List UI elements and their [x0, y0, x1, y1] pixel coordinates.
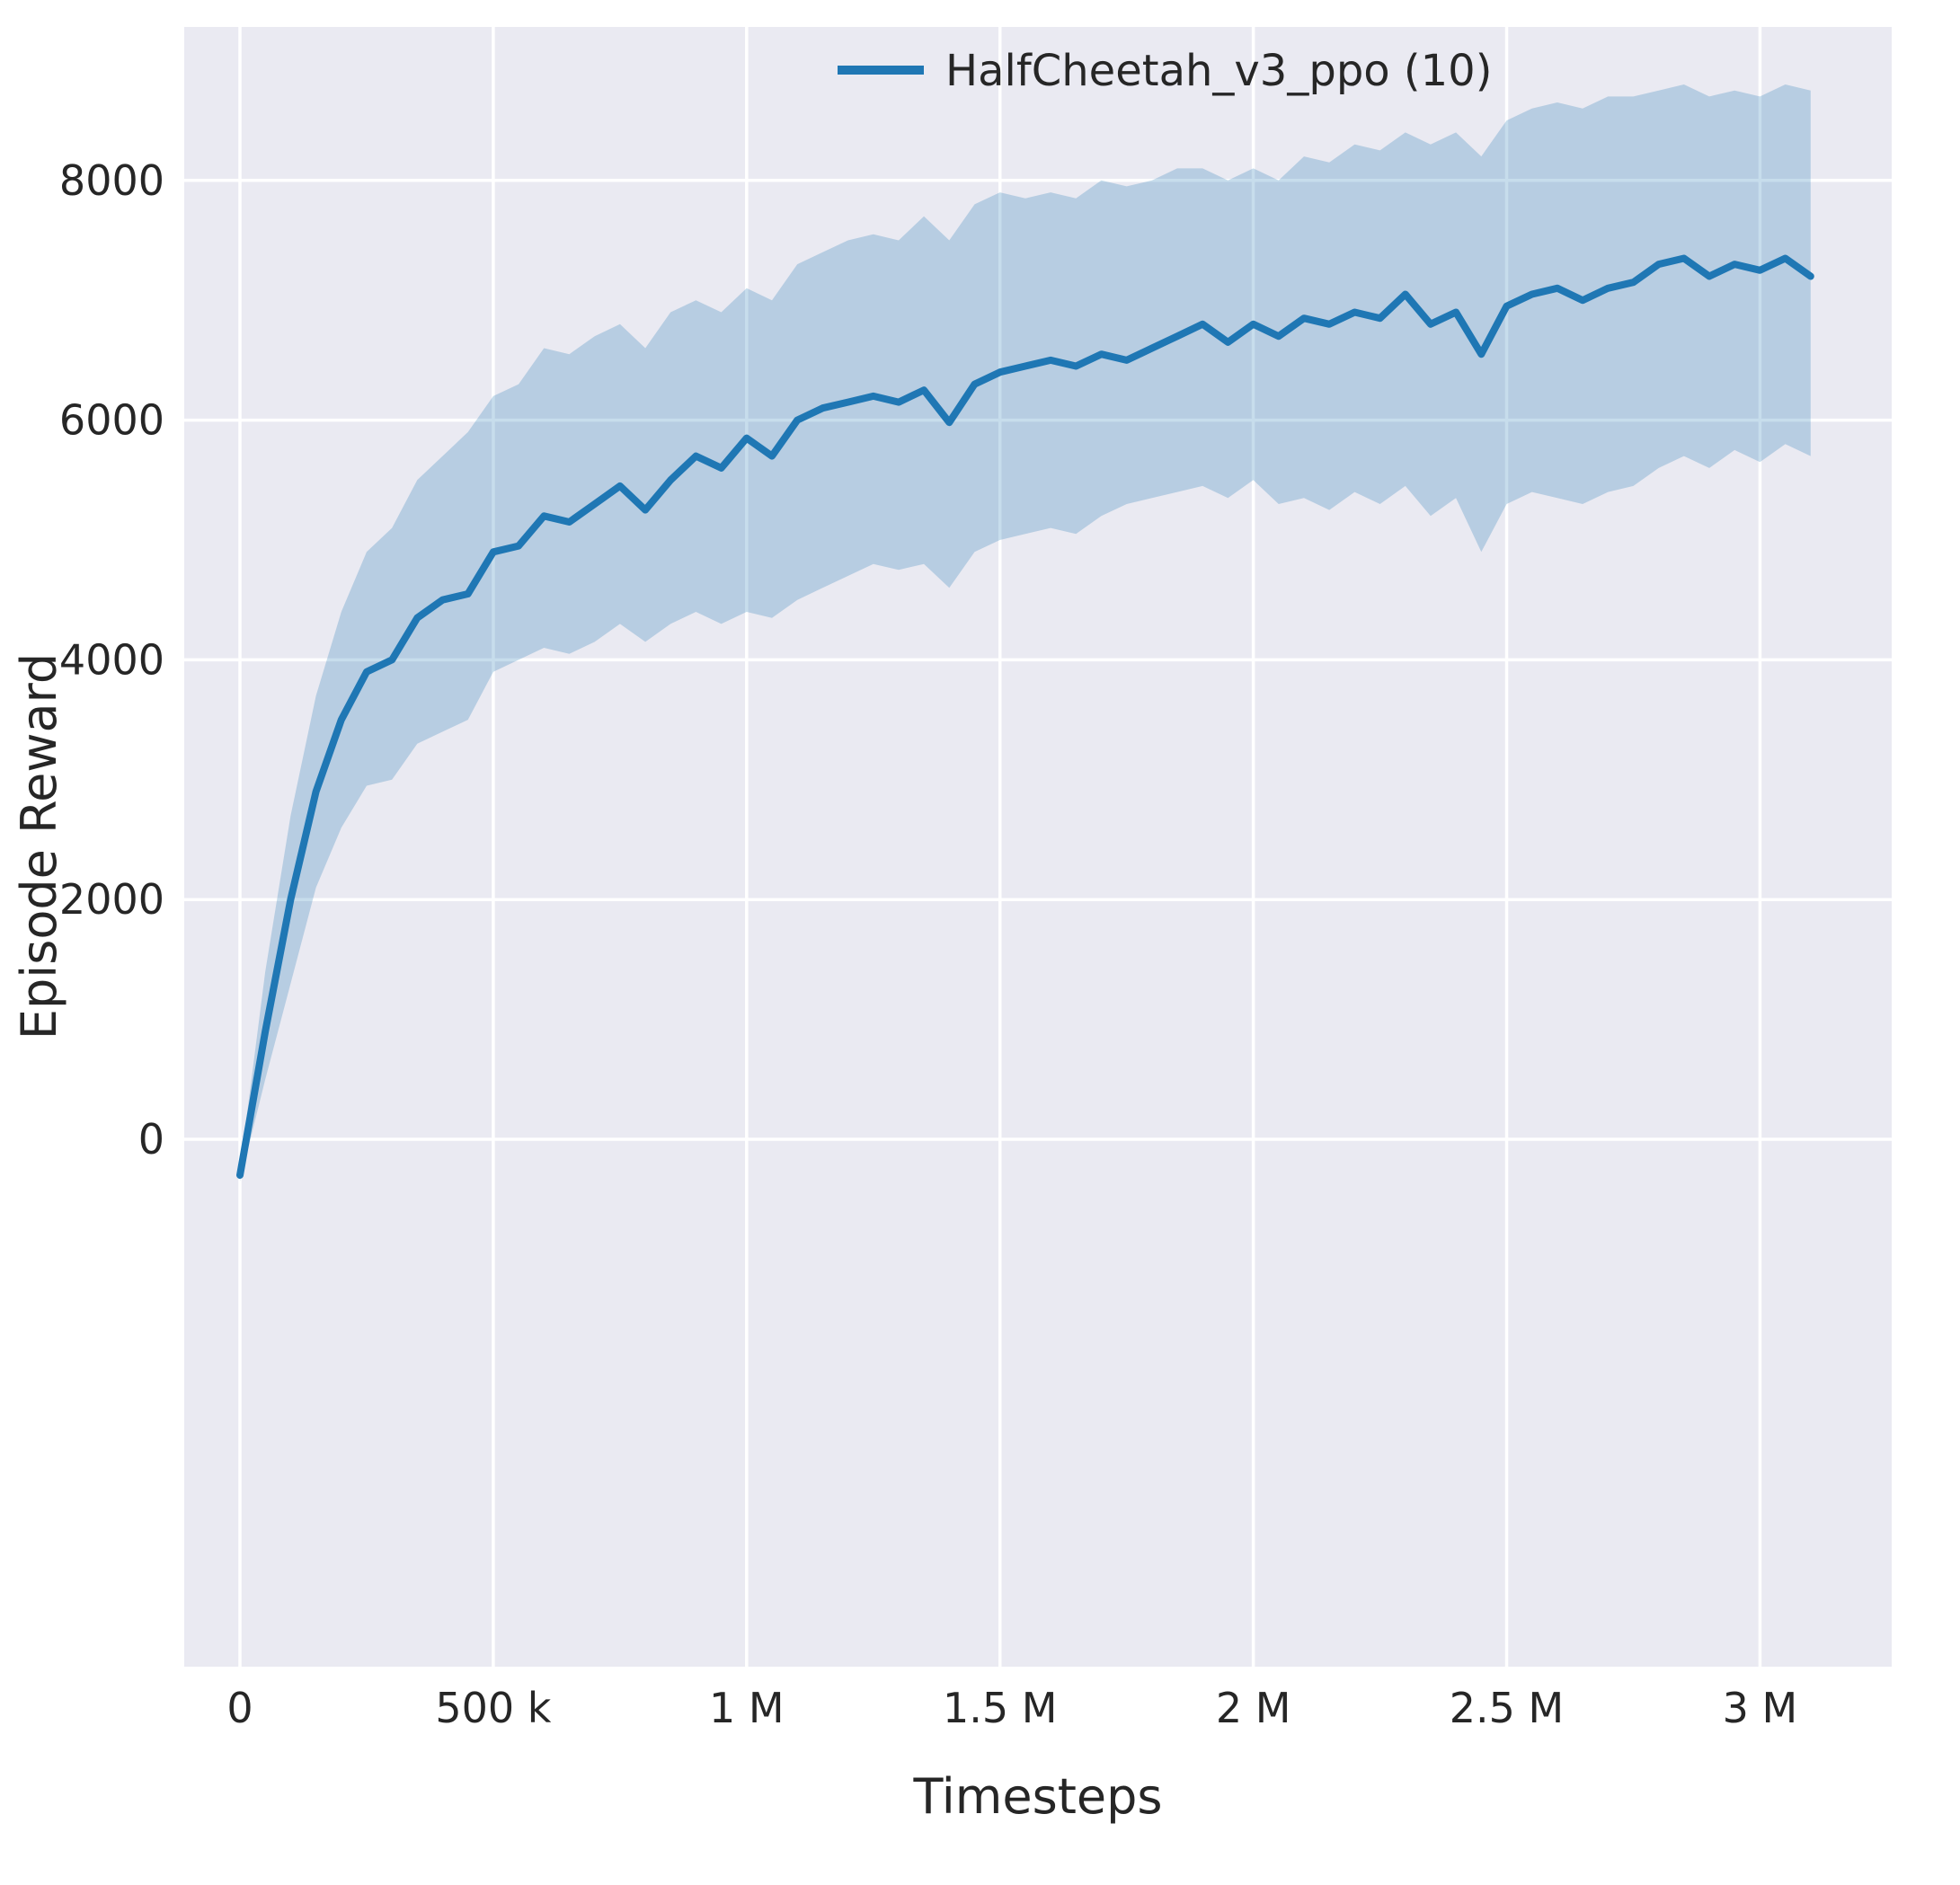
legend: HalfCheetah_v3_ppo (10) — [838, 46, 1492, 96]
y-tick-label: 0 — [138, 1115, 164, 1164]
x-tick-label: 3 M — [1723, 1684, 1798, 1732]
plot-background-layer — [184, 27, 1892, 1667]
y-tick-label: 4000 — [59, 635, 164, 684]
x-tick-label: 2 M — [1216, 1684, 1291, 1732]
confidence-band-layer — [240, 84, 1811, 1181]
x-tick-label: 1 M — [709, 1684, 785, 1732]
y-tick-label: 2000 — [59, 875, 164, 924]
x-axis-label: Timesteps — [912, 1768, 1162, 1825]
plot-area — [184, 27, 1892, 1667]
y-axis-label: Episode Reward — [11, 653, 67, 1040]
confidence-band — [240, 84, 1811, 1181]
x-tick-label: 2.5 M — [1450, 1684, 1564, 1732]
x-tick-label: 0 — [226, 1684, 253, 1732]
mean-line — [236, 254, 1814, 1179]
mean-line-layer — [236, 254, 1814, 1179]
y-tick-label: 6000 — [59, 396, 164, 445]
x-tick-label: 1.5 M — [943, 1684, 1057, 1732]
legend-label: HalfCheetah_v3_ppo (10) — [945, 46, 1492, 96]
y-tick-label: 8000 — [59, 156, 164, 205]
tick-labels: 0 500 k 1 M 1.5 M 2 M 2.5 M 3 M 0 2000 4000 6000 80… — [59, 156, 1797, 1732]
gridlines — [184, 27, 1892, 1667]
x-tick-label: 500 k — [435, 1684, 551, 1732]
